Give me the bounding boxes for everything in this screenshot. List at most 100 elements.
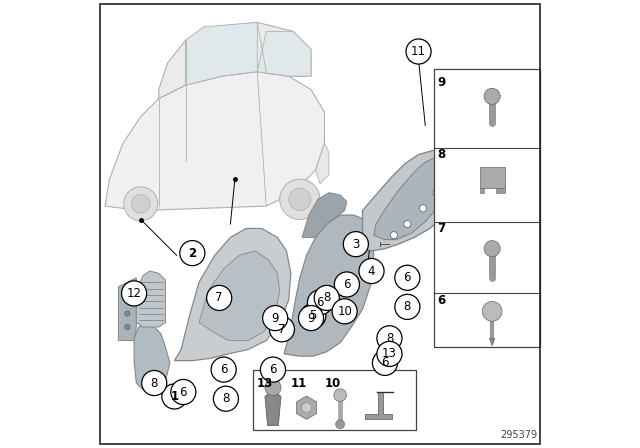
Polygon shape xyxy=(479,188,484,193)
Text: 8: 8 xyxy=(386,332,393,345)
Text: 13: 13 xyxy=(257,376,273,390)
Circle shape xyxy=(483,302,502,321)
Text: 295379: 295379 xyxy=(500,430,538,440)
Polygon shape xyxy=(105,72,324,211)
Text: 6: 6 xyxy=(437,293,445,307)
Polygon shape xyxy=(496,188,505,193)
Text: 10: 10 xyxy=(337,305,352,318)
FancyBboxPatch shape xyxy=(435,69,540,347)
Polygon shape xyxy=(300,309,323,329)
Circle shape xyxy=(334,389,346,401)
Polygon shape xyxy=(490,338,495,346)
Circle shape xyxy=(207,285,232,310)
Text: 6: 6 xyxy=(220,363,227,376)
Polygon shape xyxy=(174,228,291,361)
FancyBboxPatch shape xyxy=(253,370,417,430)
Circle shape xyxy=(301,303,326,328)
Text: 6: 6 xyxy=(343,278,351,291)
Polygon shape xyxy=(118,278,136,340)
Circle shape xyxy=(269,317,294,342)
Circle shape xyxy=(377,341,402,366)
Text: 9: 9 xyxy=(437,76,445,90)
Text: 6: 6 xyxy=(404,271,411,284)
Text: 5: 5 xyxy=(310,309,317,323)
Text: 13: 13 xyxy=(382,347,397,361)
Text: 12: 12 xyxy=(127,287,141,300)
Polygon shape xyxy=(136,271,165,327)
Circle shape xyxy=(162,384,187,409)
Polygon shape xyxy=(186,22,257,85)
Circle shape xyxy=(260,357,285,382)
Circle shape xyxy=(262,306,288,331)
Circle shape xyxy=(122,281,147,306)
Circle shape xyxy=(298,306,324,331)
Text: 7: 7 xyxy=(437,222,445,235)
Text: 8: 8 xyxy=(150,376,158,390)
Circle shape xyxy=(314,285,339,310)
Polygon shape xyxy=(365,392,392,419)
Polygon shape xyxy=(362,150,461,251)
Circle shape xyxy=(419,205,427,212)
Polygon shape xyxy=(284,215,374,356)
Text: 2: 2 xyxy=(188,246,196,260)
Text: 9: 9 xyxy=(271,311,279,325)
Circle shape xyxy=(125,297,130,303)
Circle shape xyxy=(343,232,369,257)
Circle shape xyxy=(377,326,402,351)
Circle shape xyxy=(141,370,167,396)
Text: 8: 8 xyxy=(222,392,230,405)
Circle shape xyxy=(125,284,130,289)
Circle shape xyxy=(404,220,411,228)
Circle shape xyxy=(131,194,150,213)
Circle shape xyxy=(289,188,311,211)
Text: 6: 6 xyxy=(381,356,388,370)
Circle shape xyxy=(125,311,130,316)
Circle shape xyxy=(211,357,236,382)
Circle shape xyxy=(280,179,320,220)
Polygon shape xyxy=(134,325,170,390)
Circle shape xyxy=(395,294,420,319)
FancyBboxPatch shape xyxy=(479,167,505,188)
Polygon shape xyxy=(159,22,311,99)
Circle shape xyxy=(125,324,130,330)
Circle shape xyxy=(484,241,500,257)
Text: 6: 6 xyxy=(180,385,187,399)
Circle shape xyxy=(336,420,345,429)
Circle shape xyxy=(332,299,357,324)
Circle shape xyxy=(442,171,449,178)
Circle shape xyxy=(390,232,397,239)
Polygon shape xyxy=(265,390,281,426)
Text: 8: 8 xyxy=(437,148,445,161)
Polygon shape xyxy=(441,123,457,150)
Text: 10: 10 xyxy=(324,376,340,390)
Circle shape xyxy=(433,189,440,196)
Polygon shape xyxy=(257,31,311,76)
Text: 8: 8 xyxy=(323,291,330,305)
Circle shape xyxy=(484,88,500,104)
Text: 4: 4 xyxy=(368,264,375,278)
Text: 6: 6 xyxy=(269,363,276,376)
Circle shape xyxy=(265,379,281,396)
Circle shape xyxy=(213,386,239,411)
Circle shape xyxy=(372,350,397,375)
Polygon shape xyxy=(374,158,450,240)
Polygon shape xyxy=(316,143,329,184)
Circle shape xyxy=(406,39,431,64)
Text: 1: 1 xyxy=(170,390,179,403)
Polygon shape xyxy=(199,251,280,340)
Text: 7: 7 xyxy=(216,291,223,305)
Circle shape xyxy=(180,241,205,266)
Circle shape xyxy=(395,265,420,290)
Circle shape xyxy=(334,272,360,297)
Text: 9: 9 xyxy=(307,311,315,325)
Circle shape xyxy=(124,187,158,221)
Text: 8: 8 xyxy=(404,300,411,314)
Polygon shape xyxy=(302,193,347,237)
Text: 11: 11 xyxy=(291,376,307,390)
Circle shape xyxy=(171,379,196,405)
Circle shape xyxy=(359,258,384,284)
Text: 7: 7 xyxy=(278,323,285,336)
Text: 6: 6 xyxy=(316,296,324,309)
Circle shape xyxy=(307,290,333,315)
Text: 11: 11 xyxy=(411,45,426,58)
